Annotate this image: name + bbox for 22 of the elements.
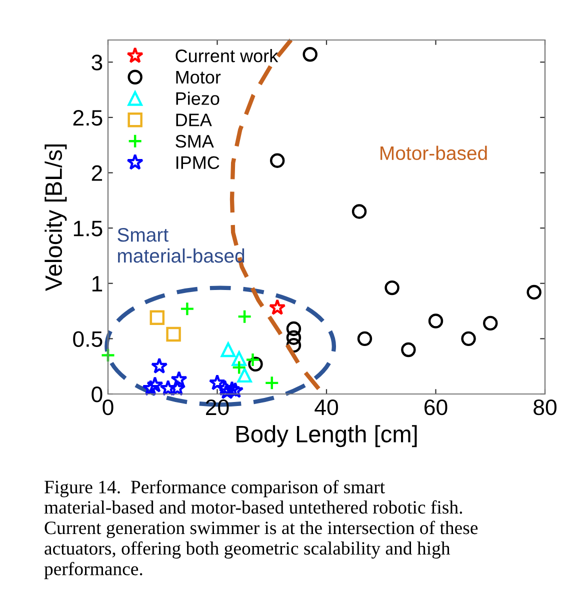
legend-label: Current work [176, 49, 278, 62]
legend-label: DEA [176, 114, 212, 126]
y-tick-label: 2.5 [73, 110, 102, 126]
y-tick-label: 3 [92, 54, 102, 70]
x-tick-label: 60 [424, 399, 448, 416]
y-tick-label: 1.5 [74, 220, 102, 236]
legend-label: IPMC [176, 156, 220, 170]
x-tick-label: 80 [534, 399, 556, 416]
annotation: Motor-based [380, 146, 487, 160]
x-tick-label: 0 [102, 399, 114, 416]
legend-label: SMA [176, 134, 214, 148]
y-tick-label: 1 [92, 276, 102, 292]
legend-label: Piezo [176, 92, 220, 105]
x-tick-label: 40 [314, 399, 338, 416]
legend-label: Motor [176, 71, 221, 84]
annotation: Smart material-based [118, 228, 244, 263]
y-tick-label: 2 [92, 165, 102, 181]
y-tick-label: 0 [92, 386, 102, 402]
y-tick-label: 0.5 [73, 331, 102, 347]
caption: Figure 14. Performance comparison of smart material-based and motor-based untethered robotic fish. Current generation swimmer is at the intersection of these actuators, offering both geometric scalability and high performance. [44, 480, 478, 580]
x-axis-title: Body Length [cm] [236, 425, 417, 448]
y-axis-title: Velocity [BL/s] [44, 144, 67, 292]
